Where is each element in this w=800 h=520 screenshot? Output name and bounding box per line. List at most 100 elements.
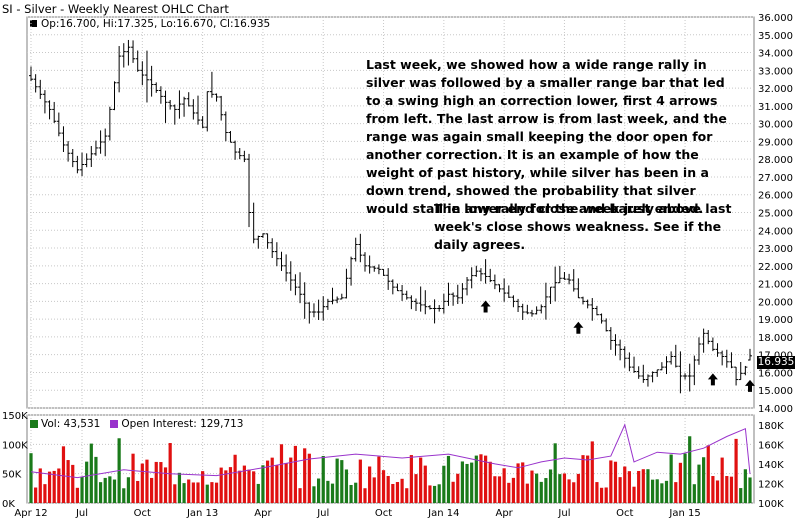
x-tick-label: Jan 14 xyxy=(427,508,459,519)
volume-bar xyxy=(191,482,195,503)
price-tick-label: 28.000 xyxy=(758,155,793,166)
volume-bar xyxy=(428,485,432,503)
volume-bar xyxy=(108,476,112,503)
volume-bar xyxy=(330,483,335,503)
open-interest-tick-label: 100K xyxy=(758,499,784,510)
volume-bar xyxy=(242,465,246,503)
x-tick-label: Jan 15 xyxy=(668,508,700,519)
volume-bar xyxy=(409,455,413,503)
price-tick-label: 18.000 xyxy=(758,333,793,344)
volume-bar xyxy=(497,476,502,503)
volume-bar xyxy=(595,482,599,503)
volume-panel: Apr 12 Jul Oct Jan 13 Apr Jul Oct Jan 14 Apr Jul O… xyxy=(2,411,784,519)
volume-bar xyxy=(126,477,131,503)
volume-bar xyxy=(739,488,743,503)
volume-bar xyxy=(317,478,321,503)
price-tick-label: 26.000 xyxy=(758,191,793,202)
volume-bar xyxy=(623,466,627,503)
volume-bar xyxy=(145,459,149,503)
volume-bar xyxy=(548,469,553,503)
volume-bar xyxy=(284,462,288,503)
price-tick-label: 24.000 xyxy=(758,226,793,237)
open-interest-tick-label: 120K xyxy=(758,479,784,490)
volume-bar xyxy=(275,465,279,503)
volume-bar xyxy=(326,480,330,503)
volume-bar xyxy=(89,443,93,503)
volume-bar xyxy=(177,472,182,503)
open-interest-tick-label: 160K xyxy=(758,440,784,451)
price-tick-label: 14.000 xyxy=(758,404,793,415)
volume-bar xyxy=(488,461,492,503)
volume-bar xyxy=(470,462,474,503)
volume-tick-label: 50K xyxy=(2,470,22,481)
volume-bar xyxy=(381,470,386,503)
volume-bar xyxy=(66,460,70,503)
volume-bar xyxy=(247,469,251,503)
ohlc-readout: Op:16.700, Hi:17.325, Lo:16.670, Cl:16.9… xyxy=(30,18,270,30)
volume-bar xyxy=(298,488,302,503)
x-tick-label: Apr xyxy=(495,508,513,519)
volume-bar xyxy=(688,436,692,503)
volume-legend-label: Vol: 43,531 xyxy=(41,418,101,430)
volume-bar xyxy=(303,448,307,503)
open-interest-legend-label: Open Interest: 129,713 xyxy=(121,418,244,430)
open-interest-tick-label: 180K xyxy=(758,421,784,432)
volume-bar xyxy=(627,471,631,503)
volume-bar xyxy=(432,485,437,503)
volume-bar xyxy=(163,467,168,503)
volume-bar xyxy=(38,468,42,503)
up-arrow-icon xyxy=(573,321,584,334)
volume-bar xyxy=(590,441,594,503)
volume-bar xyxy=(720,457,724,503)
up-arrow-icon xyxy=(480,300,491,313)
price-tick-label: 19.000 xyxy=(758,315,793,326)
volume-bar xyxy=(465,463,469,503)
volume-bar xyxy=(562,473,567,503)
volume-bar xyxy=(567,479,571,503)
volume-bar xyxy=(80,476,84,503)
volume-bar xyxy=(159,462,163,503)
volume-bar xyxy=(386,475,390,503)
price-tick-label: 16.000 xyxy=(758,368,793,379)
volume-bar xyxy=(136,480,140,503)
volume-bar xyxy=(715,480,720,503)
volume-bar xyxy=(646,469,650,503)
price-tick-label: 29.000 xyxy=(758,137,793,148)
volume-bar xyxy=(599,487,604,503)
volume-bar xyxy=(344,469,349,503)
volume-bar xyxy=(576,473,580,503)
volume-bar xyxy=(553,443,557,503)
volume-bar xyxy=(228,467,233,503)
volume-bar xyxy=(748,477,752,503)
open-interest-tick-label: 140K xyxy=(758,460,784,471)
annotation-text-2: The lower end close and barely above las… xyxy=(434,201,732,252)
open-interest-swatch xyxy=(110,420,119,428)
price-tick-label: 15.000 xyxy=(758,386,793,397)
volume-bar xyxy=(71,464,75,503)
volume-bar xyxy=(743,469,747,503)
volume-swatch xyxy=(30,420,38,428)
x-tick-label: Jan 13 xyxy=(186,508,218,519)
x-tick-label: Oct xyxy=(616,508,633,519)
volume-legend: Vol: 43,531 Open Interest: 129,713 xyxy=(30,418,243,430)
volume-bar xyxy=(358,459,362,503)
volume-bar xyxy=(377,456,381,503)
volume-bar xyxy=(214,482,219,503)
volume-bar xyxy=(293,445,298,503)
chart-title: SI - Silver - Weekly Nearest OHLC Chart xyxy=(2,2,229,16)
volume-bar xyxy=(669,454,673,503)
volume-tick-label: 100K xyxy=(2,440,28,451)
volume-bar xyxy=(446,455,451,503)
volume-bar xyxy=(483,455,488,503)
volume-bar xyxy=(493,476,497,503)
volume-bar xyxy=(168,443,172,503)
x-tick-label: Jul xyxy=(75,508,88,519)
volume-bar xyxy=(637,470,641,503)
volume-bar xyxy=(312,486,316,503)
price-tick-label: 32.000 xyxy=(758,84,793,95)
volume-bar xyxy=(711,476,715,503)
volume-bar xyxy=(507,482,511,503)
volume-bar xyxy=(456,473,460,503)
volume-bar xyxy=(368,466,372,503)
